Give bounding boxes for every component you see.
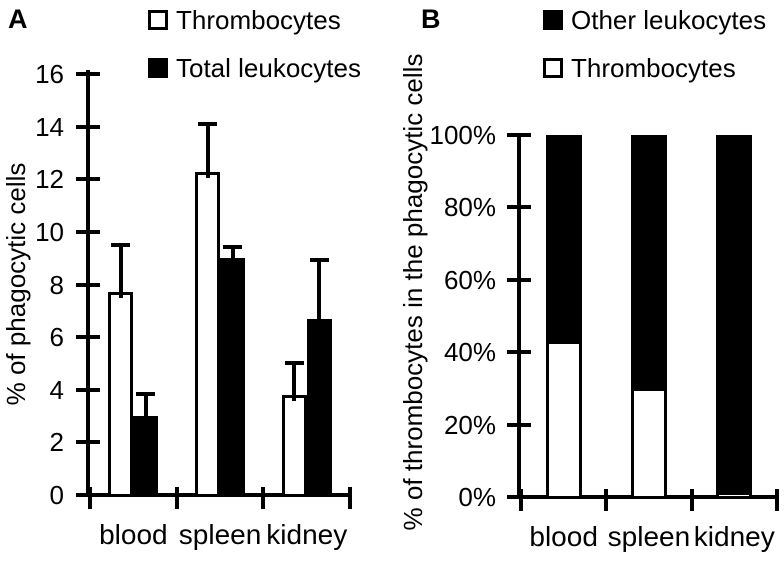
panel-b-legend-item-thrombocytes: Thrombocytes (543, 55, 736, 81)
y-tick (76, 72, 100, 77)
x-category-label-blood: blood (529, 521, 598, 552)
bar-thrombocytes-blood (108, 292, 134, 497)
x-tick (519, 489, 523, 511)
x-tick (261, 487, 266, 509)
error-bar-line-thrombocytes-blood (118, 242, 123, 299)
bar-segment-thrombocytes-spleen (630, 388, 667, 499)
error-bar-line-total-leukocytes-spleen (230, 245, 235, 265)
y-tick-label: 0% (458, 482, 496, 512)
x-tick (88, 487, 92, 509)
bar-thrombocytes-spleen (195, 171, 221, 497)
bar-segment-thrombocytes-kidney (716, 491, 753, 499)
panel-a-label: A (8, 4, 28, 34)
legend-swatch-open-icon (148, 10, 168, 30)
y-tick-label: 0 (49, 480, 64, 510)
bar-total-leukocytes-kidney (306, 318, 332, 497)
legend-label: Thrombocytes (571, 53, 736, 83)
panel-b-legend-item-other-leukocytes: Other leukocytes (543, 7, 766, 33)
error-bar-line-total-leukocytes-kidney (317, 258, 322, 325)
bar-segment-other-leukocytes-spleen (630, 135, 667, 389)
panel-a-legend-item-total-leukocytes: Total leukocytes (148, 55, 361, 81)
error-bar-cap-total-leukocytes-kidney (309, 258, 329, 263)
bar-segment-thrombocytes-blood (545, 341, 582, 499)
y-tick-label: 100% (429, 120, 497, 150)
bar-total-leukocytes-spleen (220, 258, 246, 497)
x-category-label-spleen: spleen (178, 519, 262, 550)
legend-label: Total leukocytes (176, 53, 361, 83)
x-category-label-kidney: kidney (693, 521, 775, 552)
y-tick-label: 2 (49, 427, 64, 458)
y-tick (507, 350, 531, 355)
bar-segment-other-leukocytes-blood (545, 135, 582, 342)
legend-swatch-solid-icon (543, 10, 563, 30)
y-tick (76, 124, 100, 129)
error-bar-cap-thrombocytes-spleen (198, 121, 218, 126)
error-bar-line-total-leukocytes-blood (143, 392, 148, 423)
y-tick-label: 10 (35, 217, 64, 247)
legend-label: Other leukocytes (571, 5, 767, 35)
error-bar-line-thrombocytes-kidney (292, 360, 297, 402)
y-tick (76, 335, 100, 340)
y-tick (507, 422, 531, 427)
y-tick (507, 133, 531, 137)
panel-b-label: B (421, 4, 441, 34)
bar-segment-other-leukocytes-kidney (716, 135, 753, 492)
x-tick (348, 487, 353, 509)
x-tick (604, 489, 609, 511)
error-bar-cap-thrombocytes-kidney (284, 360, 304, 365)
y-tick-label: 16 (35, 59, 64, 90)
x-category-label-blood: blood (99, 519, 168, 550)
x-category-label-kidney: kidney (266, 519, 348, 550)
x-tick (689, 489, 694, 511)
x-tick (774, 489, 779, 511)
y-tick-label: 80% (443, 192, 496, 223)
x-category-label-spleen: spleen (607, 521, 691, 552)
y-axis-line (517, 133, 521, 499)
y-tick-label: 40% (443, 337, 496, 368)
y-tick (507, 205, 531, 210)
y-tick-label: 60% (443, 264, 496, 295)
y-tick (76, 177, 100, 182)
legend-label: Thrombocytes (176, 5, 341, 35)
y-tick (76, 282, 100, 287)
y-tick-label: 4 (49, 374, 64, 405)
y-tick-label: 12 (35, 164, 64, 195)
y-tick (507, 277, 531, 282)
error-bar-cap-total-leukocytes-blood (136, 392, 156, 397)
legend-swatch-solid-icon (148, 58, 168, 78)
y-tick (76, 440, 100, 445)
y-tick-label: 6 (49, 322, 64, 353)
y-tick-label: 14 (35, 111, 64, 142)
x-tick (174, 487, 179, 509)
error-bar-cap-thrombocytes-blood (111, 242, 131, 247)
y-tick-label: 20% (443, 409, 496, 440)
legend-swatch-open-icon (543, 58, 563, 78)
panel-a-legend-item-thrombocytes: Thrombocytes (148, 7, 341, 33)
error-bar-cap-total-leukocytes-spleen (223, 245, 243, 250)
error-bar-line-thrombocytes-spleen (205, 121, 210, 178)
y-tick-label: 8 (49, 269, 64, 300)
y-tick (76, 387, 100, 392)
y-tick (76, 230, 100, 234)
